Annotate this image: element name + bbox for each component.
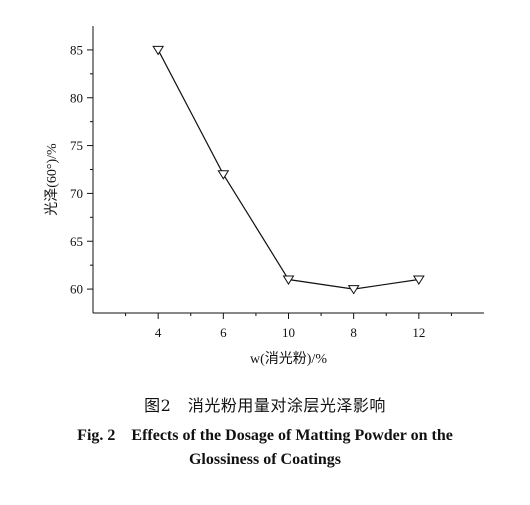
figure-caption-english: Fig. 2 Effects of the Dosage of Matting … — [30, 424, 500, 472]
line-chart: 60 65 70 75 80 85 4 6 10 8 12 光泽(60°)/% w(消光粉)/% — [44, 26, 484, 367]
data-point-marker — [217, 170, 230, 180]
figure-caption-chinese: 图2 消光粉用量对涂层光泽影响 — [144, 396, 386, 415]
x-tick-label: 6 — [220, 325, 227, 340]
x-tick-label: 12 — [412, 325, 425, 340]
series-line — [157, 49, 419, 290]
data-point-marker — [412, 275, 425, 285]
x-axis-label: w(消光粉)/% — [250, 351, 327, 367]
caption-english-line-2: Glossiness of Coatings — [188, 451, 342, 468]
series-layer — [152, 45, 425, 295]
y-tick-label: 80 — [70, 90, 83, 105]
y-tick-label: 70 — [70, 186, 83, 201]
caption-english-line-1: Fig. 2 Effects of the Dosage of Matting … — [77, 427, 453, 444]
x-tick-label: 8 — [350, 325, 357, 340]
data-point-marker — [347, 285, 360, 295]
y-tick-label: 65 — [70, 234, 83, 249]
x-axis-ticks: 4 6 10 8 12 — [125, 313, 452, 340]
y-axis-ticks: 60 65 70 75 80 85 — [70, 42, 93, 297]
data-point-marker — [282, 275, 295, 285]
x-tick-label: 4 — [155, 325, 162, 340]
data-point-marker — [152, 45, 165, 56]
x-tick-label: 10 — [282, 325, 295, 340]
y-tick-label: 75 — [70, 138, 83, 153]
y-axis-label: 光泽(60°)/% — [44, 143, 60, 216]
y-tick-label: 60 — [70, 282, 83, 297]
y-tick-label: 85 — [70, 42, 83, 57]
chart-axes — [92, 26, 484, 314]
